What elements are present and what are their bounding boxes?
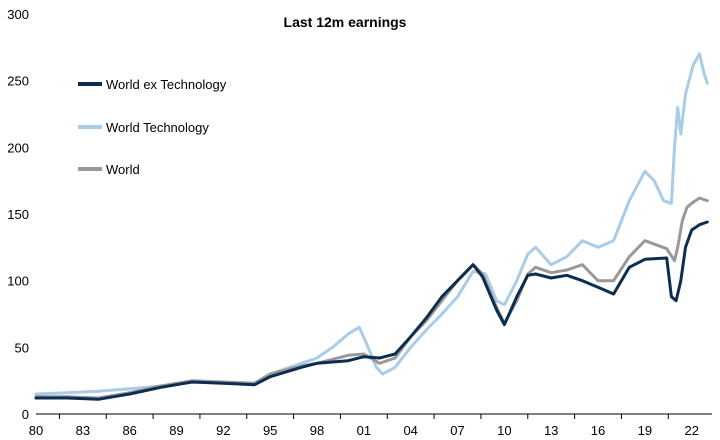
x-tick-label: 86 xyxy=(122,423,136,438)
x-tick-label: 83 xyxy=(76,423,90,438)
legend-label-world: World xyxy=(106,162,140,177)
series-line-world-technology xyxy=(34,52,709,396)
legend-label-world-ex-technology: World ex Technology xyxy=(106,77,227,92)
y-tick-label: 0 xyxy=(22,407,29,422)
x-tick-label: 89 xyxy=(169,423,183,438)
series-line-world xyxy=(34,196,709,400)
x-tick-label: 07 xyxy=(450,423,464,438)
x-tick-label: 98 xyxy=(310,423,324,438)
chart-title: Last 12m earnings xyxy=(284,14,407,30)
x-tick-label: 10 xyxy=(497,423,511,438)
x-tick-label: 92 xyxy=(216,423,230,438)
series-line-world-ex-technology xyxy=(34,220,709,401)
x-tick-label: 01 xyxy=(357,423,371,438)
series-lines xyxy=(34,52,709,401)
legend: World ex Technology World Technology Wor… xyxy=(78,77,227,177)
x-tick-label: 04 xyxy=(403,423,417,438)
x-tick-label: 13 xyxy=(544,423,558,438)
y-tick-label: 300 xyxy=(7,7,29,22)
y-tick-label: 150 xyxy=(7,207,29,222)
x-tick-label: 80 xyxy=(29,423,43,438)
x-tick-label: 22 xyxy=(684,423,698,438)
x-tick-label: 19 xyxy=(638,423,652,438)
x-axis-ticks: 80 83 86 89 92 95 98 01 04 07 10 13 16 19 22 xyxy=(29,414,699,438)
x-tick-label: 95 xyxy=(263,423,277,438)
y-tick-label: 100 xyxy=(7,274,29,289)
x-tick-label: 16 xyxy=(591,423,605,438)
y-axis-tick-labels: 0 50 100 150 200 250 300 xyxy=(7,7,29,422)
y-tick-label: 250 xyxy=(7,74,29,89)
y-tick-label: 200 xyxy=(7,140,29,155)
y-tick-label: 50 xyxy=(15,340,29,355)
legend-label-world-technology: World Technology xyxy=(106,120,209,135)
